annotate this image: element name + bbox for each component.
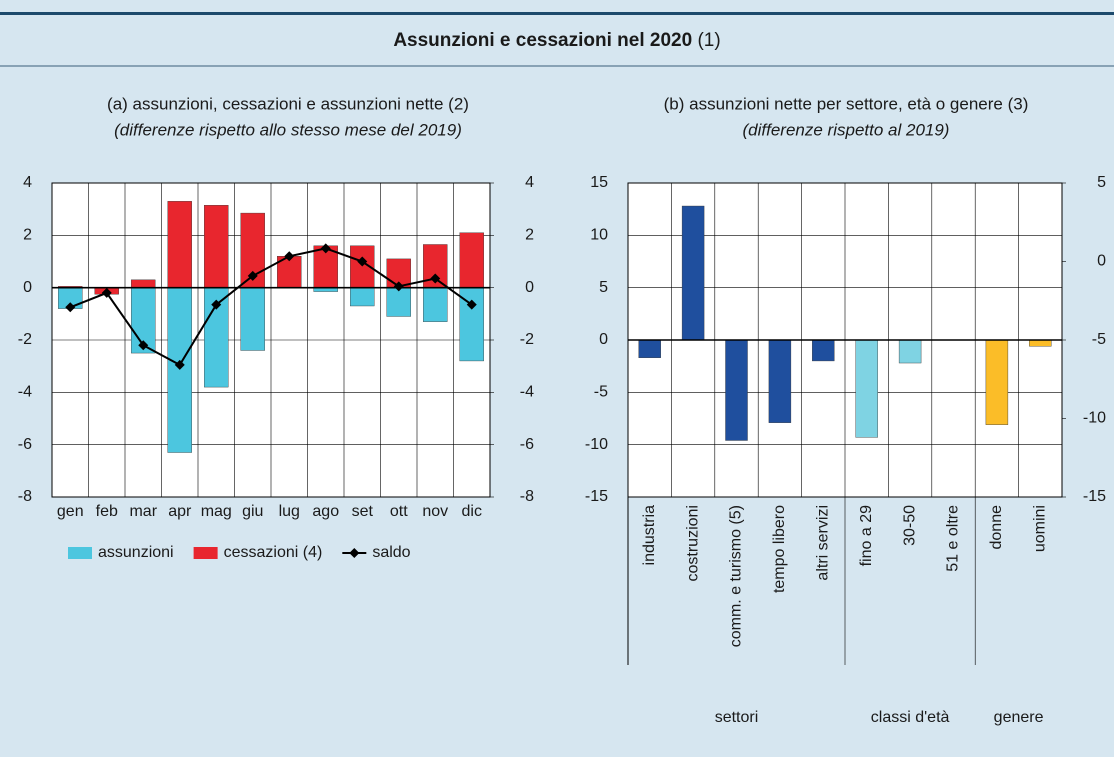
x-tick-label: nov (422, 503, 448, 520)
y-tick-label: -8 (18, 488, 32, 505)
y2-tick-label: -2 (520, 331, 534, 348)
bar (1029, 339, 1052, 347)
y-tick-label: 4 (23, 174, 32, 191)
chart-title: (a) assunzioni, cessazioni e assunzioni … (107, 94, 469, 113)
chart-title: (b) assunzioni nette per settore, età o … (664, 94, 1029, 113)
bar (240, 287, 265, 351)
marker (247, 270, 258, 281)
bar (638, 339, 661, 358)
y2-tick-label: -8 (520, 488, 534, 505)
legend-swatch (68, 547, 92, 559)
group-label: genere (994, 709, 1044, 726)
bar (131, 279, 156, 288)
figure-title: Assunzioni e cessazioni nel 2020 (1) (393, 30, 720, 51)
legend-label: saldo (372, 544, 410, 561)
y2-tick-label: -10 (1083, 410, 1106, 427)
bar (459, 232, 484, 288)
chart-subtitle: (differenze rispetto al 2019) (743, 120, 950, 139)
x-tick-label: set (352, 503, 374, 520)
y-tick-label: -4 (18, 384, 32, 401)
bar (167, 287, 192, 453)
bar (725, 339, 748, 441)
group-label: settori (715, 709, 759, 726)
bar (386, 287, 411, 317)
x-tick-label: mag (201, 503, 232, 520)
x-tick-label: comm. e turismo (5) (728, 505, 745, 647)
x-tick-label: ago (312, 503, 339, 520)
legend-label: cessazioni (4) (224, 544, 323, 561)
y2-tick-label: -15 (1083, 488, 1106, 505)
y2-tick-label: 5 (1097, 174, 1106, 191)
y-tick-label: 10 (590, 227, 608, 244)
x-tick-label: fino a 29 (858, 505, 875, 566)
x-tick-label: gen (57, 503, 84, 520)
bar (985, 339, 1009, 425)
x-tick-label: uomini (1032, 505, 1049, 552)
title: Assunzioni e cessazioni nel 2020 (393, 30, 692, 51)
y-tick-label: 0 (23, 279, 32, 296)
x-tick-label: industria (641, 505, 658, 566)
y2-tick-label: -6 (520, 436, 534, 453)
x-tick-label: giu (242, 503, 263, 520)
x-tick-label: apr (168, 503, 192, 520)
legend-label: assunzioni (98, 544, 174, 561)
bar (681, 205, 705, 341)
x-tick-label: 30-50 (901, 505, 918, 546)
marker (357, 256, 368, 267)
top-rule (0, 12, 1114, 15)
marker (466, 299, 477, 310)
y2-tick-label: -5 (1092, 331, 1106, 348)
title-note: (1) (697, 30, 720, 51)
line (69, 247, 473, 367)
group-label: classi d'età (871, 709, 950, 726)
y-tick-label: 5 (599, 279, 608, 296)
bar (350, 287, 375, 307)
legend-marker (349, 548, 360, 558)
x-tick-label: dic (462, 503, 482, 520)
marker (174, 359, 185, 370)
marker (284, 251, 295, 262)
bar (167, 201, 192, 288)
marker (393, 281, 404, 292)
bar (768, 339, 792, 423)
x-tick-label: costruzioni (684, 505, 701, 581)
y2-tick-label: 4 (525, 174, 534, 191)
y2-tick-label: 2 (525, 227, 534, 244)
bar (898, 339, 922, 364)
x-tick-label: tempo libero (771, 505, 788, 593)
y-tick-label: -6 (18, 436, 32, 453)
legend-swatch (193, 547, 218, 559)
x-tick-label: 51 e oltre (945, 505, 962, 572)
marker (320, 243, 331, 254)
x-tick-label: feb (96, 503, 118, 520)
chart-subtitle: (differenze rispetto allo stesso mese de… (114, 120, 462, 139)
y-tick-label: -15 (585, 488, 608, 505)
y-tick-label: 0 (599, 331, 608, 348)
y-tick-label: -10 (585, 436, 608, 453)
marker (138, 340, 149, 351)
bar (423, 287, 448, 322)
x-tick-label: altri servizi (815, 505, 832, 581)
bar (812, 339, 835, 362)
y-tick-label: -2 (18, 331, 32, 348)
y2-tick-label: 0 (1097, 253, 1106, 270)
x-tick-label: donne (988, 505, 1005, 550)
marker (65, 302, 76, 313)
marker (211, 299, 222, 310)
y-tick-label: 2 (23, 227, 32, 244)
y2-tick-label: -4 (520, 384, 534, 401)
x-tick-label: ott (390, 503, 408, 520)
marker (101, 287, 112, 298)
bar (204, 205, 229, 288)
x-tick-label: mar (129, 503, 157, 520)
bar (855, 339, 878, 438)
y-tick-label: -5 (594, 384, 608, 401)
y-tick-label: 15 (590, 174, 608, 191)
y2-tick-label: 0 (525, 279, 534, 296)
marker (430, 273, 441, 284)
x-tick-label: lug (279, 503, 300, 520)
